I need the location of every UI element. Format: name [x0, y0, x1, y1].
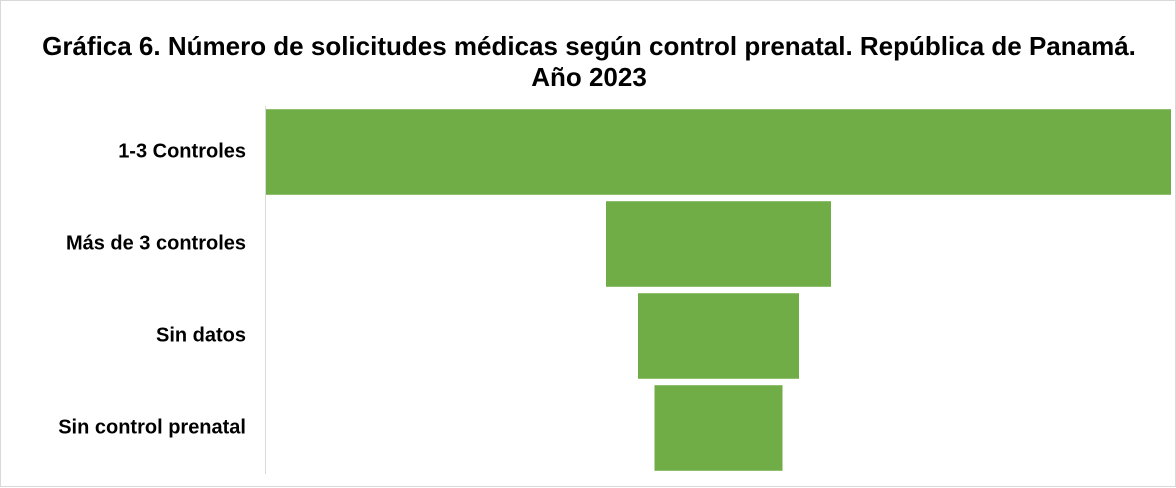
category-label: Sin datos — [156, 324, 246, 346]
funnel-bar — [638, 293, 799, 379]
funnel-bar — [606, 201, 831, 287]
category-label: Sin control prenatal — [58, 416, 246, 438]
category-label: Más de 3 controles — [66, 232, 246, 254]
funnel-bar — [654, 385, 783, 471]
funnel-bar — [266, 109, 1171, 195]
category-label: 1-3 Controles — [118, 140, 246, 162]
chart-title: Gráfica 6. Número de solicitudes médicas… — [42, 31, 1136, 92]
